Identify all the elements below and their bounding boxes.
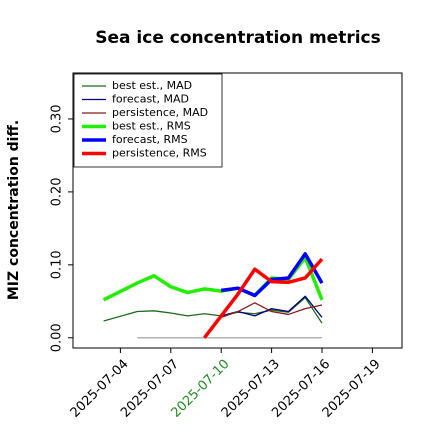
- legend-label: forecast, RMS: [112, 133, 188, 146]
- chart-title: Sea ice concentration metrics: [95, 28, 381, 48]
- axes-frame: [72, 72, 403, 349]
- legend-label: best est., MAD: [112, 79, 192, 92]
- y-axis-label: MIZ concentration diff.: [6, 120, 22, 300]
- y-tick-label: 0.00: [50, 323, 65, 352]
- legend-label: best est., RMS: [112, 120, 191, 133]
- series-line: [203, 257, 324, 339]
- legend-label: forecast, MAD: [112, 93, 189, 106]
- y-tick-label: 0.10: [50, 250, 65, 279]
- series-line: [220, 252, 324, 298]
- series-line: [203, 302, 323, 339]
- y-tick-label: 0.20: [50, 177, 65, 206]
- legend-label: persistence, RMS: [112, 147, 207, 160]
- legend-label: persistence, MAD: [112, 106, 208, 119]
- legend-box: [73, 73, 223, 168]
- y-tick-label: 0.30: [50, 104, 65, 133]
